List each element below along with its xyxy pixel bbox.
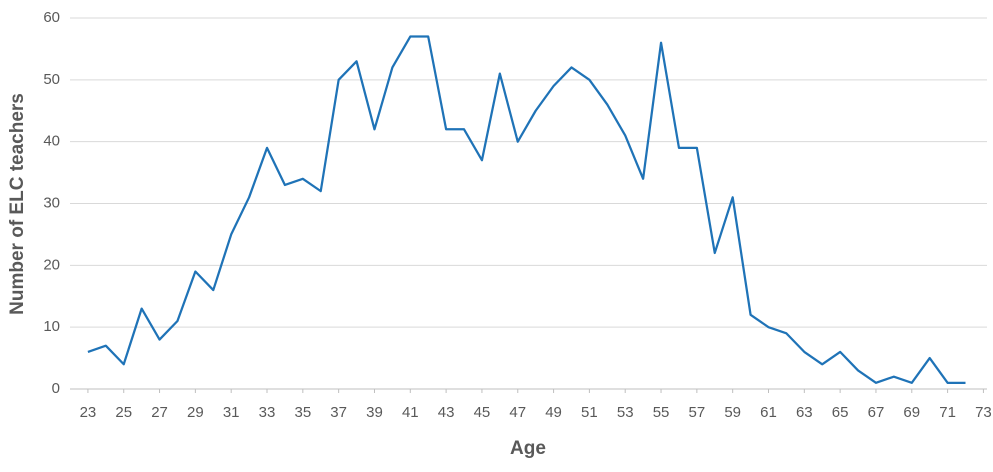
x-tick-label: 55: [653, 404, 670, 421]
x-tick-label: 73: [975, 404, 992, 421]
y-tick-label: 30: [43, 194, 60, 211]
x-tick-label: 23: [80, 404, 97, 421]
line-series: [87, 35, 966, 384]
x-tick-label: 41: [402, 404, 419, 421]
x-axis-title: Age: [510, 438, 546, 459]
x-tick-label: 67: [868, 404, 885, 421]
x-tick-label: 27: [151, 404, 168, 421]
x-tick-label: 69: [903, 404, 920, 421]
x-tick-label: 47: [509, 404, 526, 421]
x-tick-label: 35: [294, 404, 311, 421]
x-tick-label: 25: [115, 404, 132, 421]
x-tick-label: 53: [617, 404, 634, 421]
x-tick-label: 57: [689, 404, 706, 421]
x-tick-label: 29: [187, 404, 204, 421]
y-tick-label: 10: [43, 318, 60, 335]
x-tick-label: 51: [581, 404, 598, 421]
x-tick-label: 33: [259, 404, 276, 421]
x-tick-label: 59: [724, 404, 741, 421]
x-tick-label: 37: [330, 404, 347, 421]
y-tick-label: 20: [43, 256, 60, 273]
x-tick-label: 63: [796, 404, 813, 421]
x-tick-label: 39: [366, 404, 383, 421]
y-axis-title: Number of ELC teachers: [7, 93, 28, 315]
x-tick-label: 71: [939, 404, 956, 421]
x-tick-label: 45: [474, 404, 491, 421]
y-tick-label: 0: [52, 380, 60, 397]
x-tick-label: 61: [760, 404, 777, 421]
y-tick-label: 40: [43, 133, 60, 150]
y-tick-label: 50: [43, 71, 60, 88]
x-tick-label: 31: [223, 404, 240, 421]
x-tick-label: 65: [832, 404, 849, 421]
x-tick-label: 49: [545, 404, 562, 421]
x-tick-label: 43: [438, 404, 455, 421]
y-tick-label: 60: [43, 9, 60, 26]
